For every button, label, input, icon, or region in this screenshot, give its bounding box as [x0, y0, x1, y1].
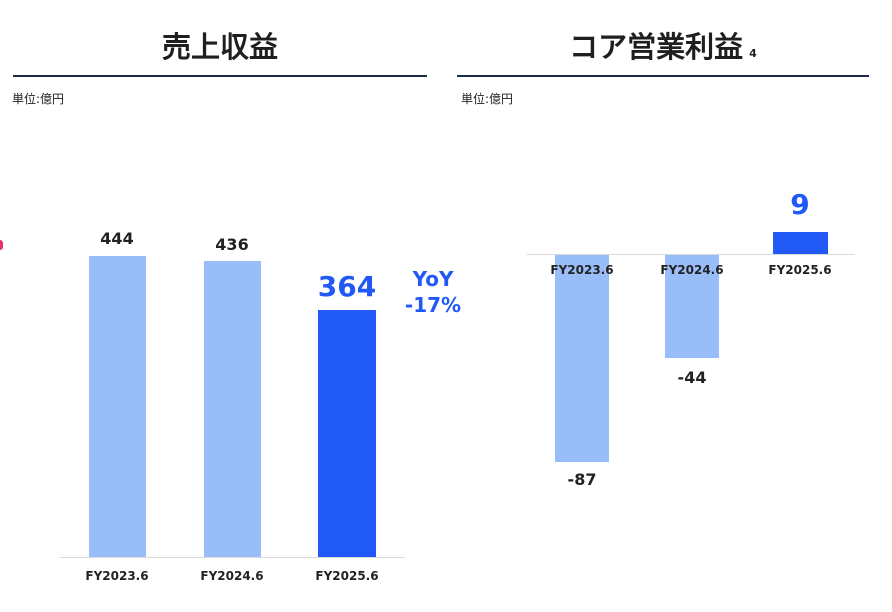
bar-fy2023	[89, 256, 146, 557]
yoy-annotation: YoY -17%	[393, 266, 473, 318]
x-label-fy2023: FY2023.6	[550, 263, 614, 277]
x-label-fy2025: FY2025.6	[315, 569, 379, 583]
revenue-title: 売上収益	[161, 30, 278, 64]
revenue-unit-label: 単位:億円	[12, 92, 65, 106]
bar-fy2024	[665, 254, 719, 358]
x-label-fy2024: FY2024.6	[660, 263, 724, 277]
value-label-fy2025: 364	[317, 270, 377, 303]
core-profit-title-text: コア営業利益	[569, 30, 744, 64]
x-label-fy2023: FY2023.6	[85, 569, 149, 583]
core-profit-zero-axis	[527, 254, 855, 255]
yoy-value: -17%	[404, 293, 462, 317]
bar-fy2025	[318, 310, 376, 557]
core-profit-title: コア営業利益 4	[457, 24, 869, 66]
value-label-fy2023: 444	[100, 229, 134, 248]
value-label-fy2025: 9	[790, 188, 810, 221]
edge-marker	[0, 240, 3, 250]
value-label-fy2024: -44	[677, 368, 707, 387]
value-label-fy2024: 436	[215, 235, 249, 254]
value-label-fy2023: -87	[567, 470, 597, 489]
core-profit-unit-label: 単位:億円	[461, 92, 514, 106]
revenue-title-rule	[13, 75, 427, 77]
revenue-x-axis	[60, 557, 405, 558]
bar-fy2024	[204, 261, 261, 557]
yoy-label: YoY	[412, 267, 454, 291]
x-label-fy2025: FY2025.6	[768, 263, 832, 277]
bar-fy2023	[555, 254, 609, 462]
footnote-marker: 4	[749, 47, 757, 60]
core-profit-title-rule	[457, 75, 869, 77]
bar-fy2025	[773, 232, 828, 254]
x-label-fy2024: FY2024.6	[200, 569, 264, 583]
